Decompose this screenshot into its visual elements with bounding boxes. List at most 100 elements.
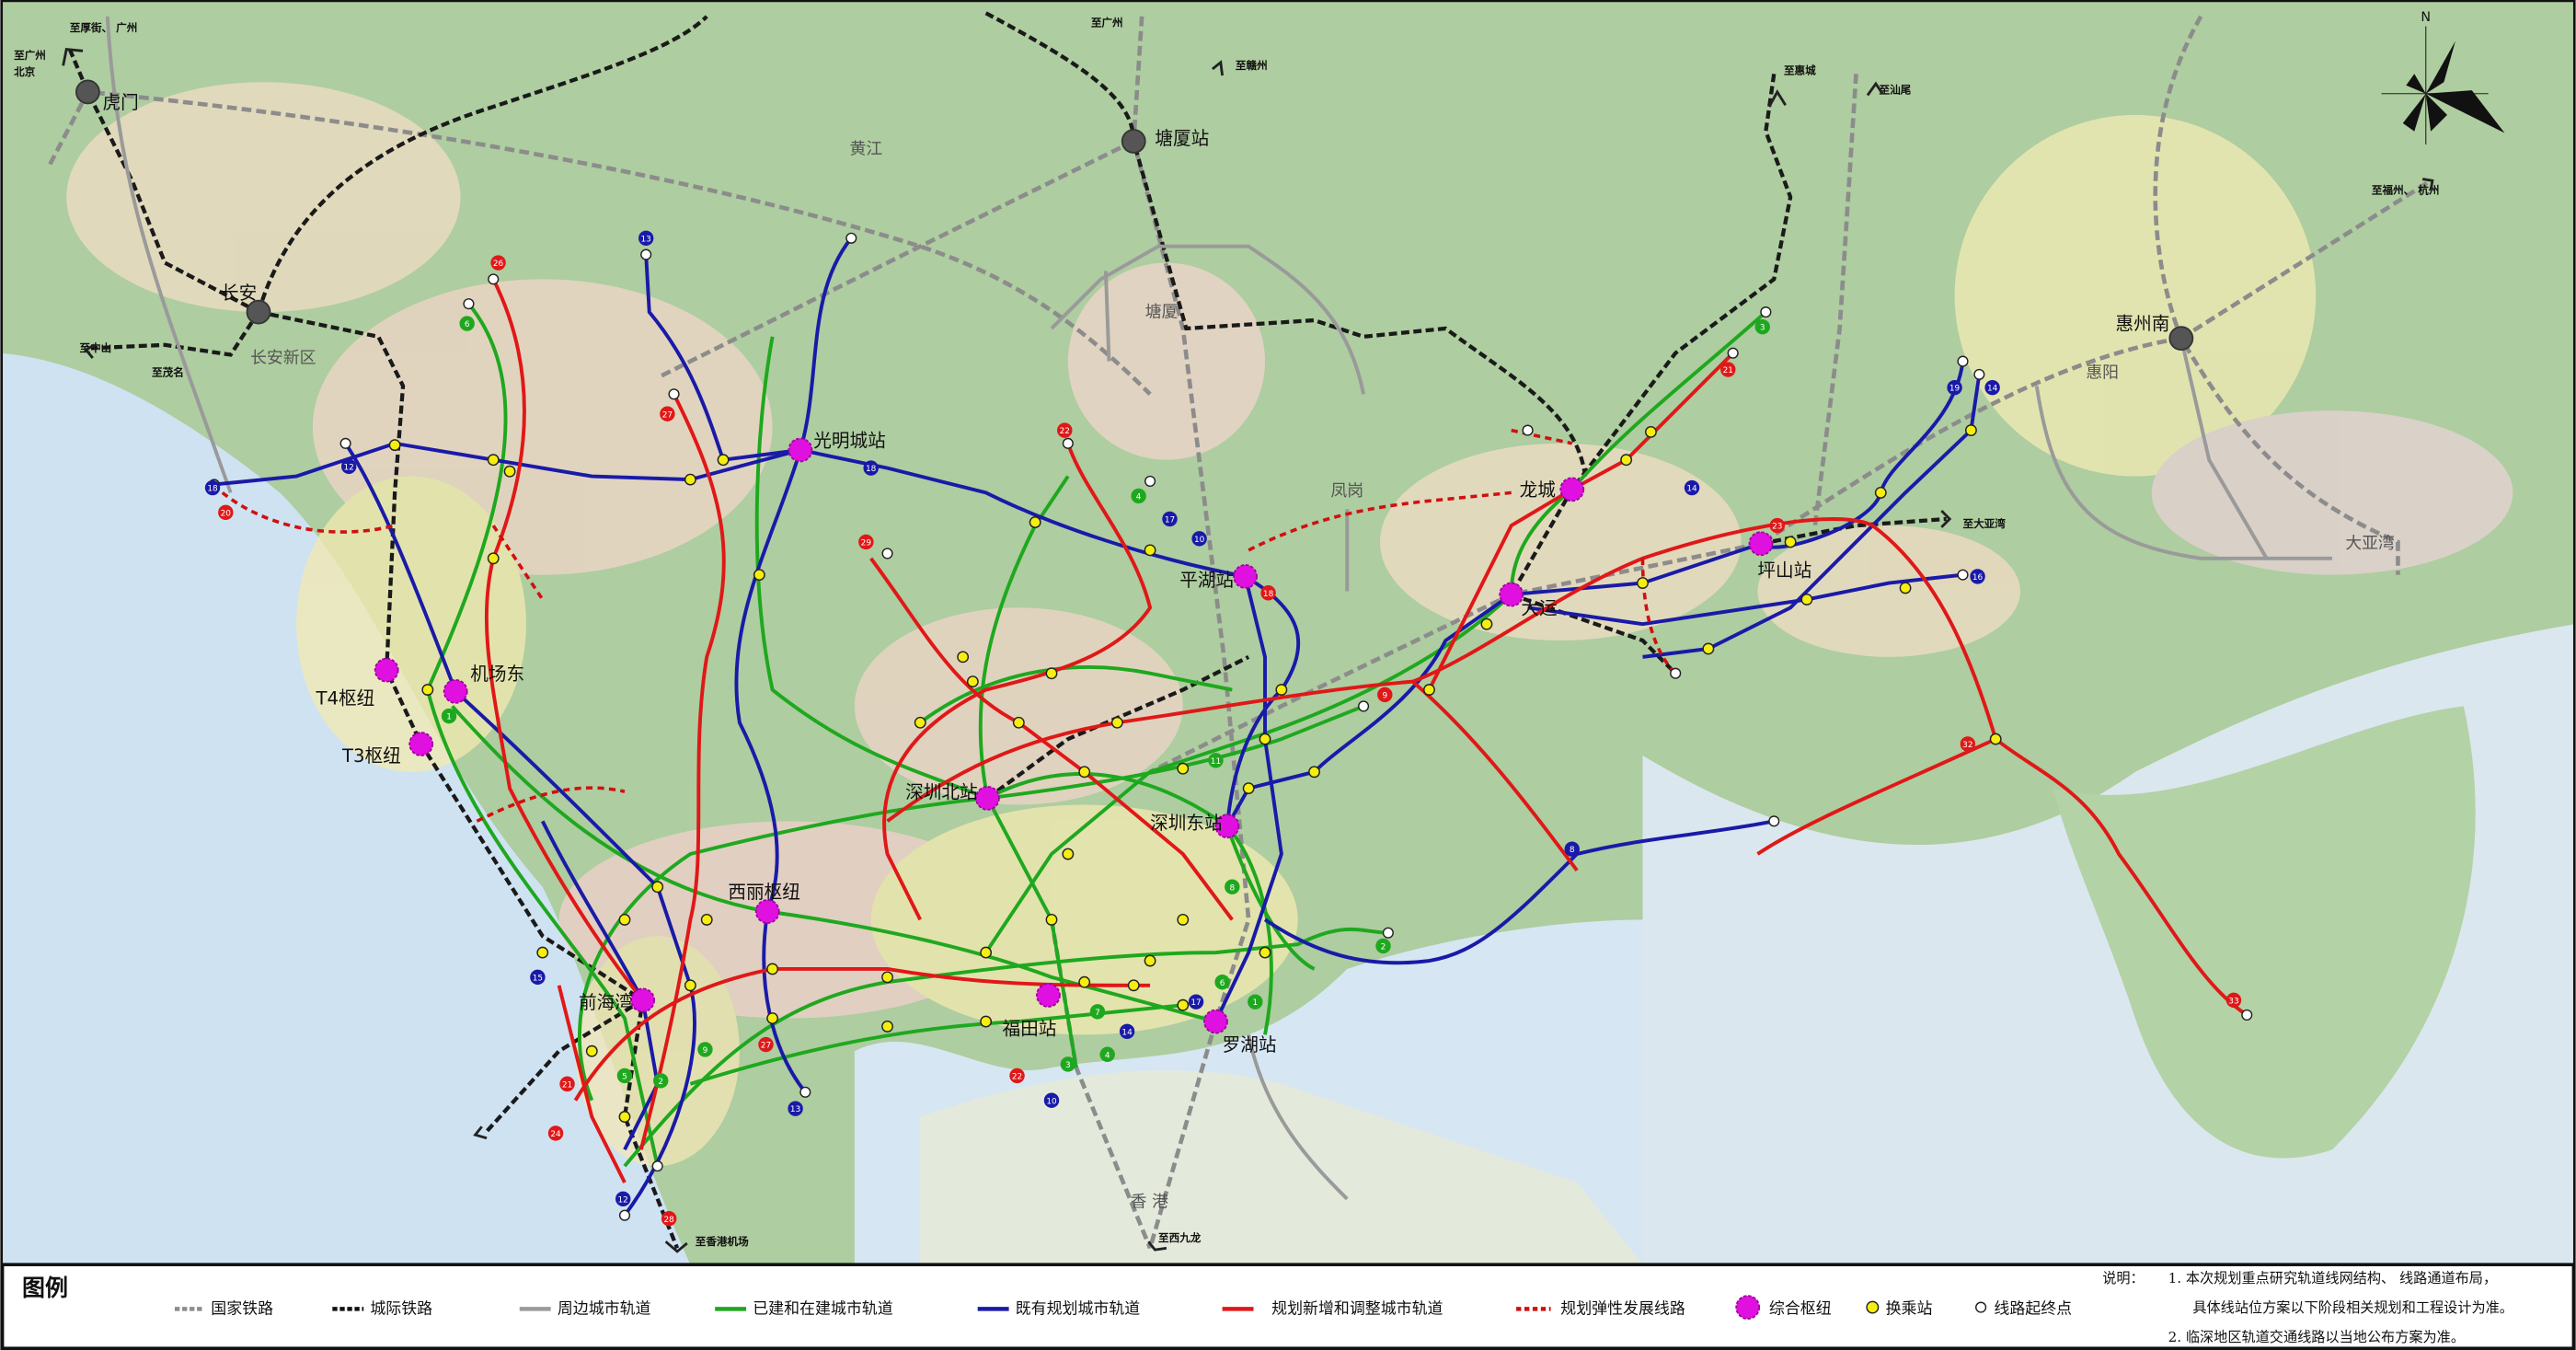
hub-shenzhen-north[interactable] bbox=[975, 785, 1000, 811]
transfer-station[interactable] bbox=[1144, 544, 1156, 557]
transfer-station[interactable] bbox=[1177, 913, 1190, 926]
transfer-station[interactable] bbox=[717, 454, 730, 467]
hub-humen[interactable] bbox=[75, 79, 100, 105]
transfer-station[interactable] bbox=[421, 684, 434, 696]
line-terminus[interactable] bbox=[463, 298, 475, 310]
transfer-station[interactable] bbox=[1620, 454, 1633, 467]
transfer-station[interactable] bbox=[1784, 536, 1797, 548]
transfer-station[interactable] bbox=[766, 963, 779, 975]
line-terminus[interactable] bbox=[1760, 306, 1772, 318]
transfer-station[interactable] bbox=[388, 439, 401, 452]
transfer-station[interactable] bbox=[1177, 762, 1190, 775]
transfer-station[interactable] bbox=[957, 651, 970, 663]
transfer-station[interactable] bbox=[914, 716, 926, 729]
line-terminus[interactable] bbox=[618, 1209, 631, 1221]
line-terminus[interactable] bbox=[488, 273, 500, 285]
transfer-station[interactable] bbox=[1259, 946, 1271, 959]
hub-airport-east[interactable] bbox=[443, 678, 468, 704]
transfer-station[interactable] bbox=[1127, 979, 1140, 992]
transfer-station[interactable] bbox=[1644, 425, 1657, 438]
transfer-station[interactable] bbox=[881, 971, 893, 984]
transfer-station[interactable] bbox=[700, 913, 713, 926]
transfer-station[interactable] bbox=[618, 913, 631, 926]
transfer-station[interactable] bbox=[1110, 716, 1123, 729]
transfer-station[interactable] bbox=[881, 1020, 893, 1033]
transfer-station[interactable] bbox=[487, 552, 500, 565]
hub-changan[interactable] bbox=[246, 299, 271, 325]
transfer-station[interactable] bbox=[766, 1012, 779, 1024]
line-terminus[interactable] bbox=[881, 548, 893, 560]
hub-shenzhen-east[interactable] bbox=[1214, 813, 1240, 839]
label-luohu: 罗湖站 bbox=[1223, 1034, 1277, 1056]
hub-dayun[interactable] bbox=[1499, 582, 1524, 607]
transfer-station[interactable] bbox=[1062, 848, 1075, 860]
transfer-station[interactable] bbox=[753, 569, 765, 582]
line-terminus[interactable] bbox=[640, 248, 652, 260]
transfer-station[interactable] bbox=[585, 1044, 598, 1057]
line-terminus[interactable] bbox=[799, 1086, 811, 1098]
transfer-station[interactable] bbox=[966, 675, 979, 688]
line-terminus[interactable] bbox=[2241, 1009, 2253, 1021]
line-badge-11: 11 bbox=[1208, 753, 1224, 768]
transfer-station[interactable] bbox=[980, 946, 993, 959]
transfer-station[interactable] bbox=[1308, 766, 1320, 779]
line-terminus[interactable] bbox=[1727, 347, 1739, 359]
transfer-station[interactable] bbox=[1989, 733, 2002, 745]
line-terminus[interactable] bbox=[1382, 927, 1394, 939]
line-terminus[interactable] bbox=[1957, 355, 1969, 367]
line-terminus[interactable] bbox=[1144, 475, 1156, 487]
line-terminus[interactable] bbox=[1358, 700, 1370, 712]
transfer-station[interactable] bbox=[1078, 975, 1091, 988]
transfer-station[interactable] bbox=[1259, 733, 1271, 745]
transfer-station[interactable] bbox=[1012, 716, 1025, 729]
hub-t4[interactable] bbox=[374, 657, 399, 683]
transfer-station[interactable] bbox=[1964, 424, 1977, 437]
transfer-station[interactable] bbox=[1045, 913, 1058, 926]
line-terminus[interactable] bbox=[1670, 667, 1682, 679]
label-humen: 虎门 bbox=[102, 92, 138, 113]
hub-tangxia[interactable] bbox=[1121, 129, 1146, 154]
line-terminus[interactable] bbox=[1522, 424, 1534, 436]
transfer-station[interactable] bbox=[1874, 486, 1887, 499]
hub-huizhou-south[interactable] bbox=[2168, 326, 2194, 352]
transfer-station[interactable] bbox=[684, 473, 696, 486]
transfer-station[interactable] bbox=[1078, 766, 1091, 779]
line-terminus[interactable] bbox=[1973, 368, 1985, 380]
transfer-station[interactable] bbox=[1242, 782, 1255, 795]
transfer-station[interactable] bbox=[1702, 642, 1715, 655]
line-terminus[interactable] bbox=[668, 388, 680, 400]
transfer-station[interactable] bbox=[487, 454, 500, 467]
hub-pinghu[interactable] bbox=[1233, 564, 1258, 589]
transfer-station[interactable] bbox=[1899, 582, 1912, 594]
line-terminus[interactable] bbox=[651, 1160, 663, 1172]
hub-futian[interactable] bbox=[1036, 983, 1061, 1008]
hub-xili[interactable] bbox=[754, 899, 780, 924]
line-terminus[interactable] bbox=[1768, 815, 1780, 827]
transfer-station[interactable] bbox=[1029, 516, 1041, 528]
hub-longcheng[interactable] bbox=[1559, 477, 1585, 502]
transfer-station[interactable] bbox=[618, 1111, 631, 1124]
transfer-station[interactable] bbox=[1177, 998, 1190, 1011]
line-terminus[interactable] bbox=[845, 232, 857, 244]
hub-pingshan[interactable] bbox=[1748, 531, 1774, 557]
line-badge-8: 8 bbox=[1225, 879, 1240, 894]
transfer-station[interactable] bbox=[1800, 593, 1813, 606]
transfer-station[interactable] bbox=[651, 881, 664, 894]
transfer-station[interactable] bbox=[1480, 617, 1493, 630]
transfer-station[interactable] bbox=[536, 946, 549, 959]
hub-guangmingcheng[interactable] bbox=[788, 437, 813, 463]
transfer-station[interactable] bbox=[1045, 667, 1058, 680]
line-terminus[interactable] bbox=[1062, 437, 1074, 449]
hub-luohu[interactable] bbox=[1203, 1009, 1228, 1034]
line-terminus[interactable] bbox=[1957, 569, 1969, 581]
transfer-station[interactable] bbox=[1423, 684, 1435, 696]
transfer-station[interactable] bbox=[1275, 684, 1288, 696]
hub-t3[interactable] bbox=[408, 732, 434, 756]
hub-qianhaiwan[interactable] bbox=[630, 987, 656, 1013]
transfer-station[interactable] bbox=[980, 1015, 993, 1028]
transfer-station[interactable] bbox=[1144, 954, 1156, 967]
transfer-station[interactable] bbox=[684, 979, 696, 992]
transfer-station[interactable] bbox=[503, 465, 516, 478]
transfer-station[interactable] bbox=[1637, 577, 1649, 589]
line-terminus[interactable] bbox=[339, 437, 351, 449]
